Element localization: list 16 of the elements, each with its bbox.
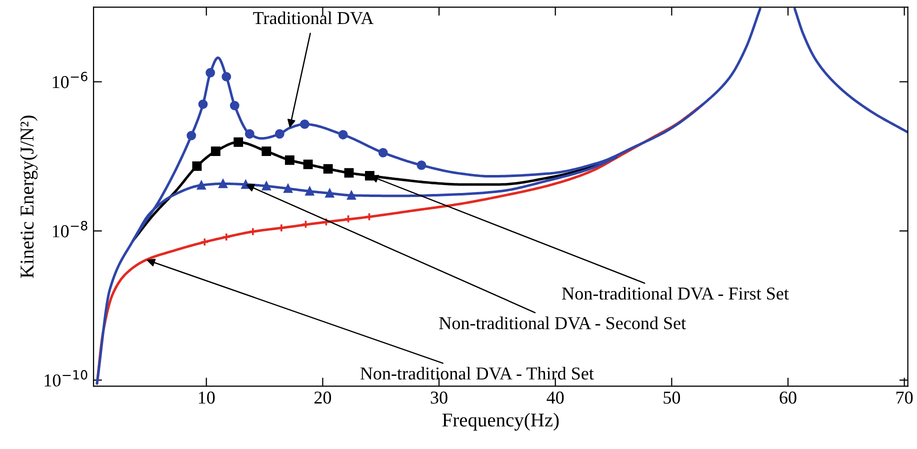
x-tick-label: 10: [198, 392, 215, 404]
annotation: Non-traditional DVA - Third Set: [360, 366, 594, 380]
y-tick-label: 10$^{−10}$: [44, 370, 88, 387]
x-tick-label: 40: [546, 392, 564, 404]
x-tick-label: 70: [896, 392, 913, 404]
x-tick-label: 30: [430, 392, 448, 404]
annotation: Non-traditional DVA - Second Set: [439, 316, 686, 330]
y-tick-label: 10$^{−6}$: [52, 72, 88, 88]
x-tick-label: 60: [780, 392, 796, 404]
x-tick-label: 20: [314, 392, 332, 404]
x-tick-label: 50: [664, 392, 680, 404]
x-axis-title: Frequency(Hz): [442, 412, 559, 431]
y-axis-title: Kinetic Energy(J/N²): [20, 116, 38, 278]
y-tick-label: 10$^{−8}$: [52, 220, 88, 238]
annotation: Traditional DVA: [253, 11, 374, 24]
annotation: Non-traditional DVA - First Set: [562, 286, 789, 300]
